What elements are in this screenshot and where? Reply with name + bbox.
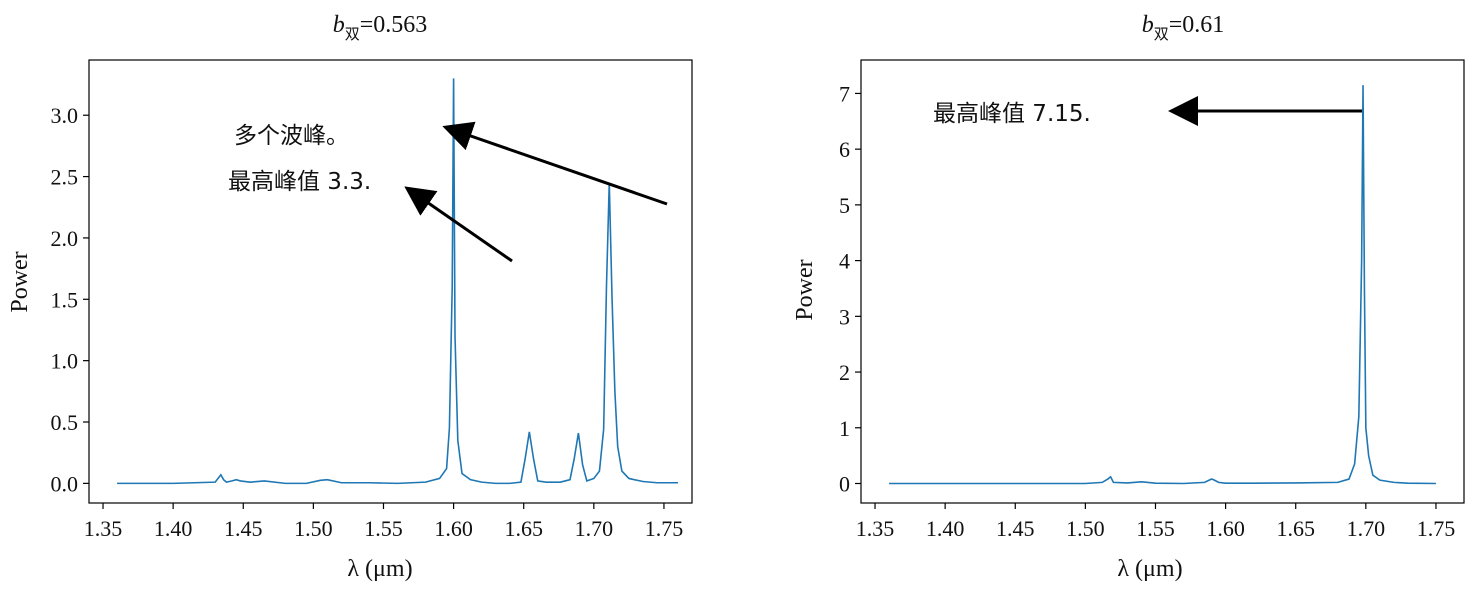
y-tick-label: 3: [839, 304, 850, 329]
annotation-max-peak: 最高峰值 3.3.: [228, 169, 371, 195]
y-tick-label: 0.0: [51, 471, 79, 496]
series-line: [889, 85, 1436, 485]
x-tick-label: 1.70: [575, 516, 614, 541]
y-tick-label: 2.0: [51, 226, 79, 251]
y-tick-label: 7: [839, 81, 850, 106]
y-tick-label: 0: [839, 471, 850, 496]
y-ticks: 0.0 0.5 1.0 1.5 2.0 2.5 3.0: [51, 103, 89, 496]
x-tick-label: 1.65: [1276, 516, 1315, 541]
x-tick-label: 1.55: [1136, 516, 1175, 541]
y-tick-label: 2.5: [51, 165, 79, 190]
y-tick-label: 6: [839, 137, 850, 162]
x-tick-label: 1.50: [1066, 516, 1105, 541]
x-tick-label: 1.55: [364, 516, 403, 541]
x-tick-label: 1.50: [294, 516, 333, 541]
x-tick-label: 1.40: [926, 516, 965, 541]
chart-right: b双=0.61 0 1 2 3 4 5 6 7 1.35 1.40 1.45 1.50 1.55 1.6…: [792, 12, 1465, 582]
y-axis-label: Power: [7, 251, 33, 312]
x-tick-label: 1.35: [856, 516, 895, 541]
x-axis-label: λ (μm): [1117, 556, 1182, 582]
x-ticks: 1.35 1.40 1.45 1.50 1.55 1.60 1.65 1.70 1.75: [856, 503, 1455, 541]
chart-title: b双=0.563: [333, 12, 428, 43]
y-tick-label: 1.5: [51, 287, 79, 312]
x-tick-label: 1.40: [154, 516, 193, 541]
chart-left: b双=0.563 0.00.51.01.52.02.53.0 1.35 1.40 1…: [7, 12, 693, 582]
x-tick-label: 1.75: [645, 516, 684, 541]
annotation-arrow-short: [404, 186, 513, 263]
x-ticks: 1.35 1.40 1.45 1.50 1.55 1.60 1.65 1.70 1.75: [84, 503, 683, 541]
x-tick-label: 1.45: [996, 516, 1035, 541]
x-tick-label: 1.65: [504, 516, 543, 541]
y-tick-label: 3.0: [51, 103, 79, 128]
plot-frame: [860, 59, 1465, 504]
y-tick-label: 5: [839, 193, 850, 218]
annotation-max-peak: 最高峰值 7.15.: [933, 101, 1091, 127]
x-axis-label: λ (μm): [347, 556, 412, 582]
x-tick-label: 1.60: [434, 516, 473, 541]
y-tick-label: 2: [839, 360, 850, 385]
x-tick-label: 1.35: [84, 516, 123, 541]
x-tick-label: 1.45: [224, 516, 263, 541]
y-tick-label: 0.5: [51, 410, 79, 435]
chart-title: b双=0.61: [1142, 12, 1225, 43]
y-tick-label: 1.0: [51, 349, 79, 374]
y-tick-label: 4: [839, 249, 850, 274]
x-tick-label: 1.60: [1206, 516, 1245, 541]
annotation-multi-peaks: 多个波峰。: [234, 123, 349, 149]
y-ticks: 0 1 2 3 4 5 6 7: [839, 81, 861, 496]
annotation-arrow-long: [442, 121, 668, 206]
x-tick-label: 1.75: [1417, 516, 1456, 541]
series-line: [117, 78, 678, 485]
plot-frame: [88, 59, 693, 504]
y-tick-label: 1: [839, 416, 850, 441]
x-tick-label: 1.70: [1347, 516, 1386, 541]
y-axis-label: Power: [792, 259, 818, 320]
